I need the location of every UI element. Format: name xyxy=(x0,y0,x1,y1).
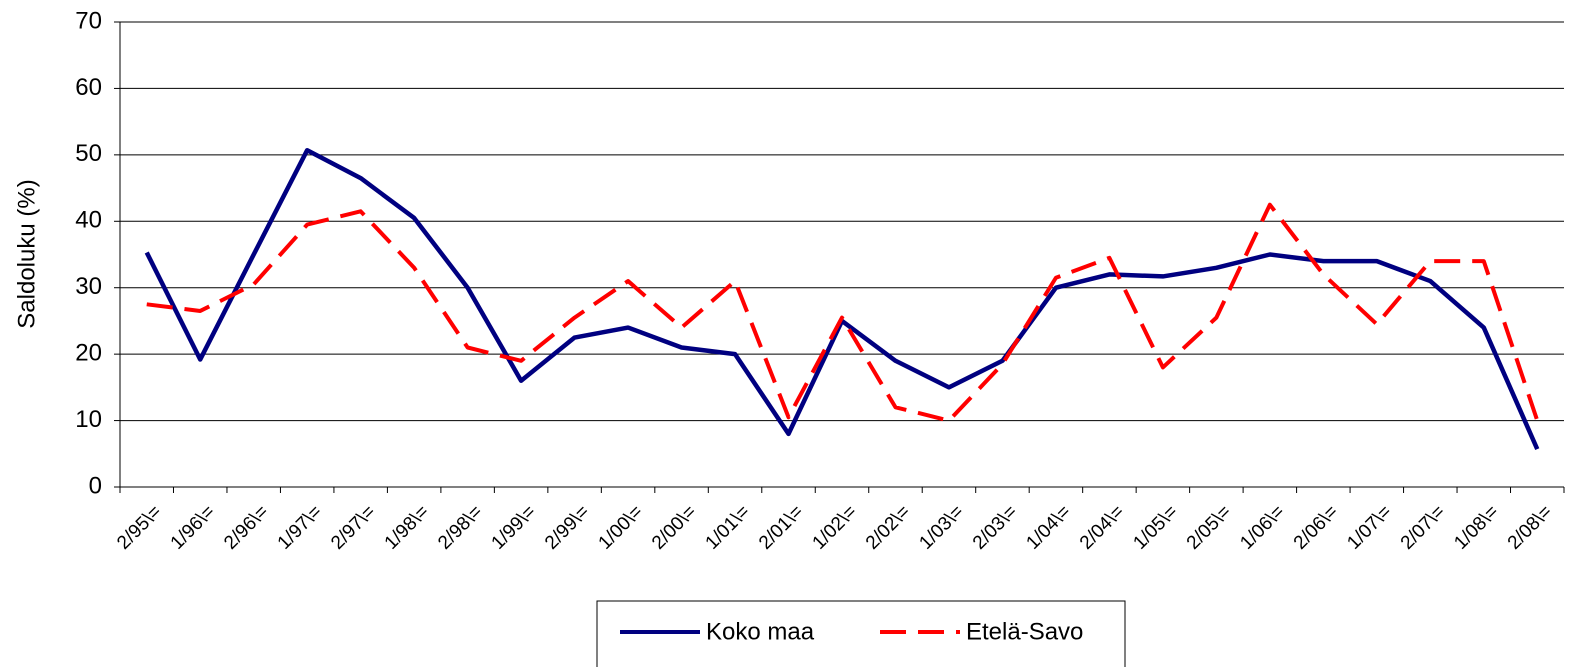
x-tick-label: 2/95\= xyxy=(113,501,166,554)
x-tick-label: 1/07\= xyxy=(1343,501,1396,554)
y-tick-label: 40 xyxy=(75,207,102,234)
y-tick-label: 70 xyxy=(75,7,102,34)
y-tick-label: 10 xyxy=(75,406,102,433)
x-tick-label: 1/98\= xyxy=(381,501,434,554)
x-tick-label: 2/07\= xyxy=(1397,501,1450,554)
legend-label: Koko maa xyxy=(706,618,815,645)
x-tick-label: 2/08\= xyxy=(1504,501,1557,554)
x-tick-label: 1/05\= xyxy=(1129,501,1182,554)
x-tick-label: 1/01\= xyxy=(702,501,755,554)
x-tick-label: 2/99\= xyxy=(541,501,594,554)
x-tick-label: 2/02\= xyxy=(862,501,915,554)
x-tick-label: 2/03\= xyxy=(969,501,1022,554)
x-tick-label: 1/02\= xyxy=(809,501,862,554)
x-tick-label: 1/97\= xyxy=(274,501,327,554)
y-tick-label: 30 xyxy=(75,273,102,300)
x-tick-label: 1/06\= xyxy=(1236,501,1289,554)
x-tick-label: 2/01\= xyxy=(755,501,808,554)
x-tick-label: 2/06\= xyxy=(1290,501,1343,554)
x-tick-label: 1/00\= xyxy=(595,501,648,554)
x-tick-label: 2/00\= xyxy=(648,501,701,554)
y-tick-label: 0 xyxy=(89,472,102,499)
y-tick-label: 50 xyxy=(75,140,102,167)
y-tick-label: 20 xyxy=(75,339,102,366)
x-tick-label: 1/99\= xyxy=(488,501,541,554)
x-tick-label: 2/05\= xyxy=(1183,501,1236,554)
legend-label: Etelä-Savo xyxy=(966,618,1083,645)
x-tick-label: 2/04\= xyxy=(1076,501,1129,554)
x-tick-label: 1/96\= xyxy=(167,501,220,554)
x-tick-label: 1/08\= xyxy=(1450,501,1503,554)
series-line xyxy=(144,147,1540,451)
x-tick-label: 2/96\= xyxy=(220,501,273,554)
series-line xyxy=(146,202,1540,423)
x-tick-label: 1/04\= xyxy=(1022,501,1075,554)
y-tick-label: 60 xyxy=(75,74,102,101)
x-tick-label: 2/97\= xyxy=(327,501,380,554)
x-tick-label: 2/98\= xyxy=(434,501,487,554)
y-axis-label: Saldoluku (%) xyxy=(13,179,40,328)
x-tick-label: 1/03\= xyxy=(915,501,968,554)
